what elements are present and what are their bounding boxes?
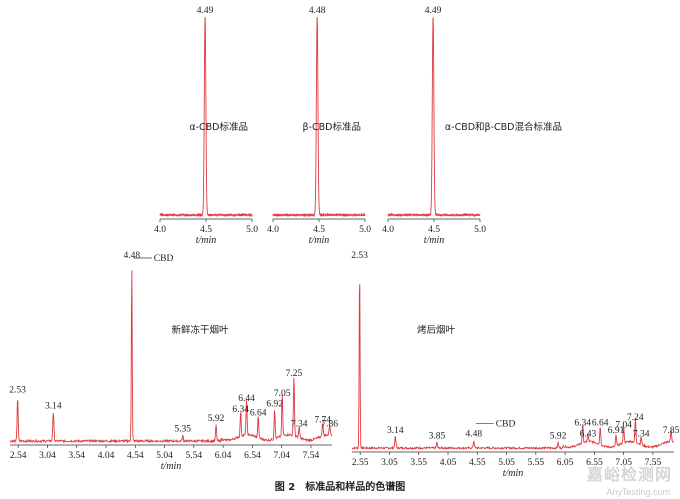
x-tick-label: 4.05 bbox=[440, 458, 457, 468]
x-tick-label: 4.0 bbox=[267, 225, 279, 235]
x-tick-label: 4.5 bbox=[200, 225, 212, 235]
peak-label: 3.85 bbox=[429, 431, 446, 441]
series-line bbox=[351, 284, 675, 451]
x-tick-label: 3.05 bbox=[381, 458, 398, 468]
chart-panel-4: 2.54 3.04 3.54 4.04 4.54 5.04 5.54 6.04 6.54 7.04… bbox=[9, 251, 338, 472]
peak-label: 4.48 bbox=[309, 6, 326, 16]
x-tick-label: 6.04 bbox=[215, 451, 232, 461]
cbd-annotation: CBD bbox=[154, 254, 174, 264]
peak-label: 7.74 bbox=[314, 416, 331, 426]
x-tick-label: 5.05 bbox=[498, 458, 515, 468]
peak-label: 7.04 bbox=[615, 420, 632, 430]
peak-label: 7.34 bbox=[633, 430, 650, 440]
peak-label: 4.48 bbox=[123, 251, 140, 261]
peak-label: 3.14 bbox=[45, 401, 62, 411]
chart-panel-2: 4.0 4.5 5.0 t/min β-CBD标准品 4.48 bbox=[267, 6, 371, 246]
x-tick-label: 6.54 bbox=[244, 451, 261, 461]
x-tick-label: 4.04 bbox=[98, 451, 115, 461]
peak-label: 5.35 bbox=[174, 425, 191, 435]
watermark-subtext: AnyTesting.com bbox=[606, 487, 670, 497]
x-tick-label: 3.04 bbox=[39, 451, 56, 461]
series-line bbox=[9, 270, 333, 444]
x-tick-label: 5.04 bbox=[156, 451, 173, 461]
x-tick-label: 5.54 bbox=[186, 451, 203, 461]
peak-label: 6.34 bbox=[232, 405, 249, 415]
peak-label: 7.24 bbox=[627, 413, 644, 423]
peak-label: 6.91 bbox=[608, 426, 625, 436]
peak-label: 2.53 bbox=[351, 251, 368, 261]
peak-label: 7.34 bbox=[291, 419, 308, 429]
x-tick-label: 7.55 bbox=[645, 458, 662, 468]
x-tick-label: 7.05 bbox=[615, 458, 632, 468]
peak-label: 6.92 bbox=[266, 400, 283, 410]
series-line bbox=[387, 17, 481, 218]
cbd-annotation: CBD bbox=[496, 420, 516, 430]
x-tick-label: 7.04 bbox=[273, 451, 290, 461]
series-line bbox=[159, 17, 253, 218]
chart-panel-1: 4.0 4.5 5.0 t/min α-CBD标准品 4.49 bbox=[154, 6, 258, 246]
x-tick-label: 4.0 bbox=[382, 225, 394, 235]
x-tick-label: 4.0 bbox=[154, 225, 166, 235]
chart-panel-3: 4.0 4.5 5.0 t/min α-CBD和β-CBD混合标准品 4.49 bbox=[382, 6, 562, 246]
x-tick-label: 5.55 bbox=[528, 458, 545, 468]
peak-label: 3.14 bbox=[387, 426, 404, 436]
peak-label: 7.25 bbox=[286, 369, 303, 379]
peak-label: 6.64 bbox=[592, 418, 609, 428]
x-axis-label: t/min bbox=[424, 235, 445, 246]
peak-label: 6.43 bbox=[580, 430, 597, 440]
peak-label: 4.49 bbox=[197, 6, 214, 16]
x-axis-label: t/min bbox=[503, 468, 524, 479]
panel-label: α-CBD和β-CBD混合标准品 bbox=[445, 121, 562, 133]
peak-label: 4.48 bbox=[465, 430, 482, 440]
panel-label: 烤后烟叶 bbox=[417, 324, 456, 336]
x-tick-label: 7.54 bbox=[303, 451, 320, 461]
chart-panel-5: 2.55 3.05 3.55 4.05 4.55 5.05 5.55 6.05 6.55 7.05… bbox=[351, 251, 679, 479]
x-tick-label: 5.0 bbox=[246, 225, 258, 235]
x-tick-label: 6.55 bbox=[586, 458, 603, 468]
x-tick-label: 4.55 bbox=[469, 458, 486, 468]
series-line bbox=[272, 17, 366, 218]
peak-label: 7.85 bbox=[663, 426, 680, 436]
panel-label: β-CBD标准品 bbox=[303, 121, 361, 133]
x-tick-label: 3.55 bbox=[410, 458, 427, 468]
x-axis-label: t/min bbox=[161, 461, 182, 472]
x-tick-label: 4.54 bbox=[127, 451, 144, 461]
x-tick-label: 5.0 bbox=[359, 225, 371, 235]
watermark-logo: 嘉峪检测网 bbox=[586, 465, 672, 484]
peak-label: 5.92 bbox=[550, 431, 567, 441]
peak-label: 6.64 bbox=[250, 409, 267, 419]
x-tick-label: 5.0 bbox=[474, 225, 486, 235]
x-tick-label: 2.55 bbox=[352, 458, 369, 468]
peak-label: 6.34 bbox=[574, 418, 591, 428]
x-axis-label: t/min bbox=[196, 235, 217, 246]
x-tick-label: 4.5 bbox=[313, 225, 325, 235]
panel-label: α-CBD标准品 bbox=[189, 121, 248, 133]
peak-label: 6.44 bbox=[238, 394, 255, 404]
peak-label: 5.92 bbox=[208, 414, 225, 424]
x-tick-label: 3.54 bbox=[68, 451, 85, 461]
peak-label: 7.05 bbox=[274, 389, 291, 399]
chart-panels: 4.0 4.5 5.0 t/min α-CBD标准品 4.49 4.0 4.5 5.0 t/min… bbox=[9, 6, 679, 479]
x-axis-label: t/min bbox=[309, 235, 330, 246]
figure-caption: 图 2 标准品和样品的色谱图 bbox=[275, 480, 405, 493]
x-tick-label: 6.05 bbox=[557, 458, 574, 468]
x-tick-label: 2.54 bbox=[10, 451, 27, 461]
panel-label: 新鲜冻干烟叶 bbox=[171, 324, 229, 336]
peak-label: 4.49 bbox=[425, 6, 442, 16]
peak-label: 2.53 bbox=[9, 385, 26, 395]
peak-label: 7.86 bbox=[321, 419, 338, 429]
x-tick-label: 4.5 bbox=[428, 225, 440, 235]
